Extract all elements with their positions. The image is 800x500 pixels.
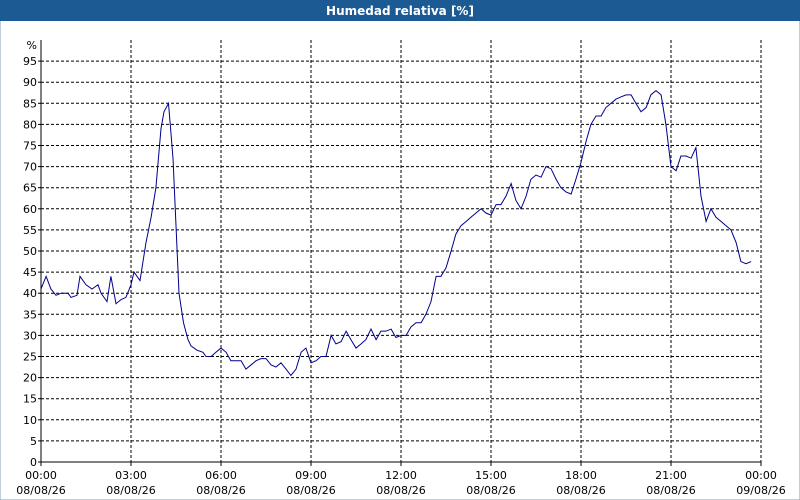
chart-title: Humedad relativa [%] [326, 4, 474, 18]
y-tick-label: 60 [23, 203, 37, 216]
x-tick-date: 09/08/26 [736, 484, 785, 497]
y-tick-label: 0 [30, 456, 37, 469]
y-tick-label: 30 [23, 329, 37, 342]
x-tick-label: 09:00 [295, 469, 327, 482]
x-tick-label: 15:00 [475, 469, 507, 482]
y-tick-label: 55 [23, 224, 37, 237]
y-tick-label: 25 [23, 351, 37, 364]
x-tick-label: 00:00 [25, 469, 57, 482]
y-tick-label: 90 [23, 76, 37, 89]
y-tick-label: 70 [23, 161, 37, 174]
x-tick-label: 00:00 [745, 469, 777, 482]
x-tick-label: 12:00 [385, 469, 417, 482]
y-tick-label: 5 [30, 435, 37, 448]
y-tick-label: 10 [23, 414, 37, 427]
line-series [40, 89, 752, 377]
y-tick-label: 15 [23, 393, 37, 406]
x-tick-label: 18:00 [565, 469, 597, 482]
y-tick-label: 85 [23, 97, 37, 110]
x-tick-date: 08/08/26 [196, 484, 245, 497]
x-tick-date: 08/08/26 [646, 484, 695, 497]
y-tick-label: 65 [23, 182, 37, 195]
x-tick-label: 21:00 [655, 469, 687, 482]
x-tick-date: 08/08/26 [16, 484, 65, 497]
y-tick-label: 80 [23, 118, 37, 131]
y-tick-label: 95 [23, 55, 37, 68]
x-tick-date: 08/08/26 [106, 484, 155, 497]
y-tick-label: 40 [23, 287, 37, 300]
y-tick-label: 20 [23, 372, 37, 385]
x-tick-date: 08/08/26 [556, 484, 605, 497]
x-tick-label: 06:00 [205, 469, 237, 482]
y-tick-label: 75 [23, 140, 37, 153]
y-tick-label: 50 [23, 245, 37, 258]
x-tick-label: 03:00 [115, 469, 147, 482]
y-tick-label: 35 [23, 308, 37, 321]
x-tick-date: 08/08/26 [466, 484, 515, 497]
x-tick-date: 08/08/26 [376, 484, 425, 497]
y-tick-label: 45 [23, 266, 37, 279]
y-axis-label: % [27, 39, 37, 52]
x-tick-date: 08/08/26 [286, 484, 335, 497]
title-bar [0, 0, 800, 21]
